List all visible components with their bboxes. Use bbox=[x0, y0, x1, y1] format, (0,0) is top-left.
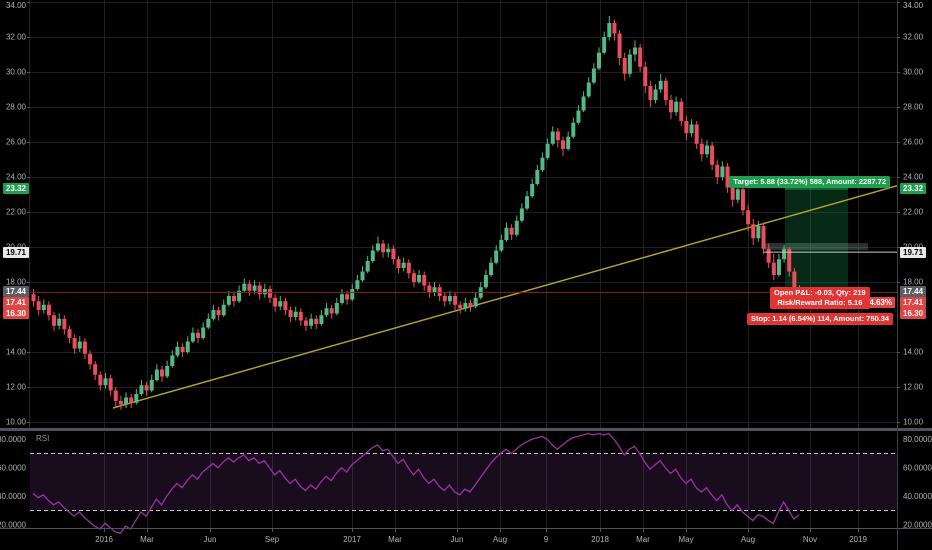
open-pnl-text: Open P&L: -0.03, Qty: 219 bbox=[774, 288, 866, 297]
price-tick-right: 24.00 bbox=[903, 173, 924, 182]
rsi-band bbox=[30, 453, 897, 511]
time-tick-label: May bbox=[678, 535, 693, 544]
time-tick-label: Jun bbox=[204, 535, 217, 544]
main-pane[interactable] bbox=[30, 0, 897, 428]
range-highlight[interactable] bbox=[764, 243, 868, 251]
rsi-tick-right: 40.0000 bbox=[903, 492, 932, 501]
target-label[interactable]: Target: 5.88 (33.72%) 588, Amount: 2287.… bbox=[729, 176, 890, 188]
time-tick-label: 2017 bbox=[343, 535, 361, 544]
price-tick-right: 22.00 bbox=[903, 208, 924, 217]
open-pnl-label[interactable]: Open P&L: -0.03, Qty: 219 Risk/Reward Ra… bbox=[770, 287, 870, 309]
pane-separator[interactable] bbox=[0, 428, 932, 431]
rsi-tick-left: 80.0000 bbox=[0, 435, 27, 444]
grid-layer bbox=[30, 0, 897, 528]
price-tick-left: 12.00 bbox=[6, 383, 27, 392]
price-tick-left: 32.00 bbox=[6, 33, 27, 42]
price-tick-right: 10.00 bbox=[903, 418, 924, 427]
price-change-percent-badge: 4.63% bbox=[866, 297, 895, 309]
stop-label[interactable]: Stop: 1.14 (6.54%) 114, Amount: 750.34 bbox=[747, 313, 894, 325]
rsi-tick-left: 60.0000 bbox=[0, 463, 27, 472]
price-tick-left: 24.00 bbox=[6, 173, 27, 182]
price-badge-23.32-l: 23.32 bbox=[2, 183, 29, 195]
price-tick-left: 22.00 bbox=[6, 208, 27, 217]
time-tick-label: Aug bbox=[493, 535, 507, 544]
candles-layer bbox=[31, 16, 802, 410]
time-tick-label: Sep bbox=[265, 535, 280, 544]
price-tick-left: 18.00 bbox=[6, 278, 27, 287]
price-badge-17.44-l: 17.44 bbox=[2, 286, 29, 298]
rsi-tick-right: 80.0000 bbox=[903, 435, 932, 444]
price-tick-left: 34.00 bbox=[6, 1, 27, 10]
time-axis[interactable] bbox=[0, 528, 932, 550]
price-tick-right: 12.00 bbox=[903, 383, 924, 392]
rsi-line bbox=[32, 432, 800, 535]
time-tick-label: Mar bbox=[636, 535, 650, 544]
price-tick-right: 18.00 bbox=[903, 278, 924, 287]
price-tick-right: 14.00 bbox=[903, 348, 924, 357]
trend-line[interactable] bbox=[112, 185, 898, 409]
time-tick-label: 2018 bbox=[591, 535, 609, 544]
time-tick-label: Mar bbox=[388, 535, 402, 544]
price-badge-19.71-l: 19.71 bbox=[2, 246, 29, 258]
price-axis-right[interactable] bbox=[897, 0, 932, 528]
rsi-indicator-title[interactable]: RSI bbox=[36, 434, 50, 443]
price-tick-left: 30.00 bbox=[6, 68, 27, 77]
price-tick-right: 32.00 bbox=[903, 33, 924, 42]
price-tick-right: 30.00 bbox=[903, 68, 924, 77]
price-tick-right: 34.00 bbox=[903, 1, 924, 10]
time-tick-label: Mar bbox=[140, 535, 154, 544]
time-tick-label: 9 bbox=[544, 535, 549, 544]
rsi-tick-right: 60.0000 bbox=[903, 463, 932, 472]
time-tick-label: Nov bbox=[803, 535, 817, 544]
price-tick-left: 10.00 bbox=[6, 418, 27, 427]
price-tick-right: 26.00 bbox=[903, 138, 924, 147]
time-tick-label: 2016 bbox=[95, 535, 113, 544]
risk-reward-text: Risk/Reward Ratio: 5.16 bbox=[777, 298, 863, 307]
price-tick-left: 14.00 bbox=[6, 348, 27, 357]
rsi-tick-left: 40.0000 bbox=[0, 492, 27, 501]
price-axis-left[interactable] bbox=[0, 0, 30, 528]
price-badge-17.44-r: 17.44 bbox=[900, 286, 927, 298]
time-tick-label: 2019 bbox=[849, 535, 867, 544]
time-tick-label: Aug bbox=[741, 535, 755, 544]
price-tick-left: 28.00 bbox=[6, 103, 27, 112]
price-badge-19.71-r: 19.71 bbox=[900, 246, 927, 258]
price-badge-16.30-l: 16.30 bbox=[2, 308, 29, 320]
price-badge-16.30-r: 16.30 bbox=[900, 308, 927, 320]
rsi-tick-left: 20.0000 bbox=[0, 520, 27, 529]
price-tick-left: 26.00 bbox=[6, 138, 27, 147]
price-tick-right: 28.00 bbox=[903, 103, 924, 112]
rsi-tick-right: 20.0000 bbox=[903, 520, 932, 529]
price-badge-17.41-l: 17.41 bbox=[2, 297, 29, 309]
time-tick-label: Jun bbox=[451, 535, 464, 544]
rsi-pane[interactable] bbox=[30, 432, 897, 528]
price-badge-17.41-r: 17.41 bbox=[900, 297, 927, 309]
price-badge-23.32-r: 23.32 bbox=[900, 183, 927, 195]
